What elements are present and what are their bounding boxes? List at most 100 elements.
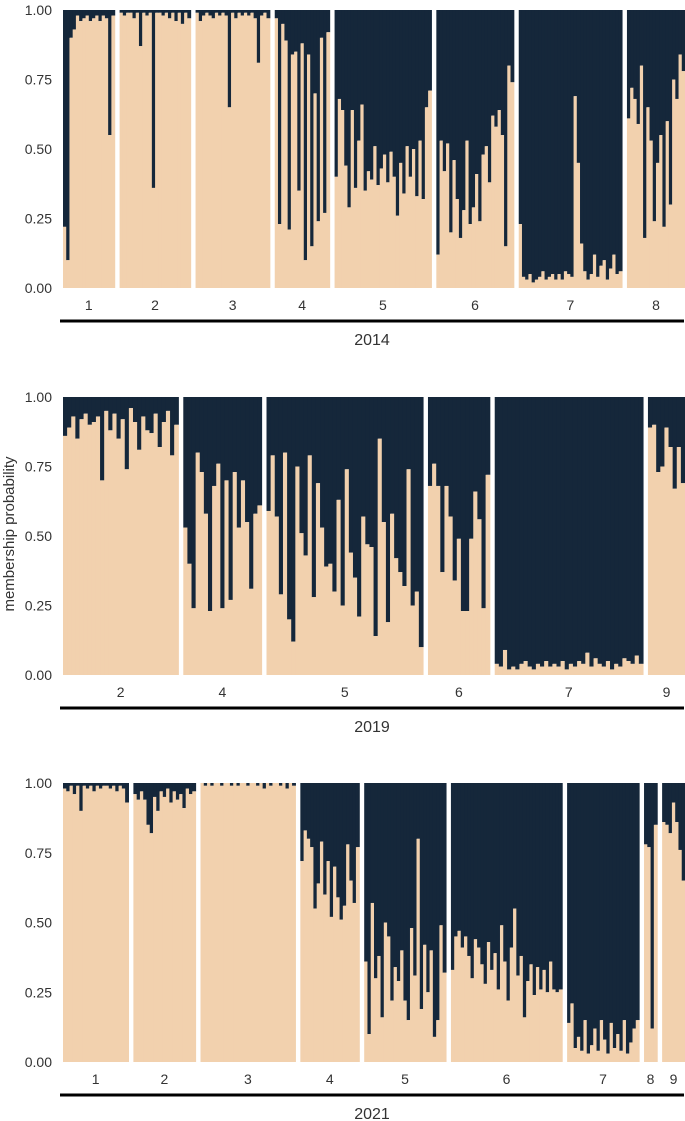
- bar-upper: [630, 10, 634, 88]
- bar-upper: [399, 10, 403, 163]
- bar-upper: [494, 10, 499, 127]
- bar-lower: [490, 969, 495, 1062]
- bar-lower: [633, 98, 638, 289]
- y-tick-label: 0.75: [25, 459, 52, 475]
- y-tick-label: 1.00: [25, 389, 52, 405]
- bar-upper: [278, 397, 284, 595]
- bar-upper: [419, 783, 424, 1009]
- bar-lower: [156, 810, 161, 1062]
- bar-lower: [583, 1020, 588, 1062]
- bar-upper: [297, 10, 302, 191]
- bar-lower: [655, 162, 660, 288]
- bar-upper: [72, 10, 77, 30]
- bar-upper: [487, 10, 492, 183]
- bar-lower: [497, 110, 502, 288]
- y-tick-label: 1.00: [25, 2, 52, 18]
- bar-upper: [229, 783, 234, 786]
- bar-lower: [581, 663, 586, 675]
- bar-lower: [236, 527, 242, 675]
- bar-lower: [550, 274, 555, 288]
- bar-upper: [76, 783, 80, 786]
- bar-lower: [629, 1042, 634, 1062]
- bar-upper: [452, 10, 457, 161]
- bar-lower: [370, 902, 375, 1062]
- bar-lower: [347, 207, 352, 288]
- bar-upper: [236, 783, 241, 786]
- bar-lower: [119, 12, 124, 289]
- bar-upper: [336, 397, 342, 500]
- bar-upper: [609, 783, 614, 1023]
- bar-upper: [139, 783, 144, 792]
- bar-lower: [652, 221, 657, 288]
- bar-lower: [108, 788, 113, 1062]
- bar-upper: [210, 783, 215, 786]
- bar-upper: [481, 397, 487, 609]
- bar-upper: [379, 10, 384, 169]
- group-label: 2: [117, 684, 125, 700]
- bar-lower: [556, 666, 562, 675]
- group-label: 4: [218, 684, 226, 700]
- bar-lower: [414, 591, 420, 675]
- bar-upper: [240, 397, 246, 481]
- bar-lower: [373, 636, 379, 675]
- bar-lower: [570, 1003, 575, 1062]
- bar-upper: [580, 10, 584, 244]
- bar-lower: [573, 1048, 578, 1062]
- bar-upper: [185, 783, 190, 789]
- bar-lower: [102, 785, 107, 1062]
- bar-lower: [389, 151, 394, 288]
- bar-lower: [392, 176, 397, 288]
- bar-lower: [609, 1022, 614, 1062]
- bar-upper: [224, 10, 229, 16]
- bar-lower: [353, 187, 358, 288]
- bar-upper: [85, 783, 90, 789]
- bar-lower: [262, 788, 267, 1062]
- bar-lower: [240, 15, 245, 289]
- bar-upper: [145, 10, 150, 16]
- bar-lower: [101, 15, 106, 289]
- bar-lower: [493, 953, 498, 1062]
- bar-lower: [145, 430, 151, 675]
- bar-upper: [220, 397, 226, 609]
- bar-lower: [85, 15, 90, 289]
- bar-lower: [328, 563, 333, 675]
- bar-upper: [342, 783, 347, 906]
- bar-lower: [257, 505, 263, 675]
- bar-lower: [265, 783, 270, 1062]
- bar-lower: [249, 588, 254, 675]
- bar-upper: [383, 783, 388, 923]
- bar-lower: [464, 936, 468, 1062]
- bar-lower: [112, 785, 116, 1062]
- bar-lower: [291, 641, 296, 675]
- bar-lower: [161, 422, 167, 675]
- bar-lower: [89, 785, 94, 1062]
- bar-upper: [232, 397, 238, 473]
- group-2: [119, 10, 192, 289]
- bar-lower: [672, 79, 676, 288]
- bar-upper: [177, 10, 182, 13]
- bar-lower: [232, 472, 238, 675]
- bar-lower: [203, 785, 208, 1062]
- bar-upper: [387, 783, 391, 937]
- bar-lower: [310, 847, 315, 1062]
- bar-lower: [589, 274, 594, 288]
- bar-upper: [647, 783, 652, 848]
- bar-lower: [216, 463, 221, 675]
- bar-upper: [558, 783, 563, 990]
- bar-upper: [660, 397, 666, 467]
- bar-lower: [316, 221, 321, 288]
- bar-lower: [213, 783, 218, 1062]
- bar-upper: [680, 397, 685, 484]
- bar-upper: [171, 10, 176, 13]
- bar-lower: [104, 18, 109, 289]
- bar-lower: [141, 416, 146, 675]
- bar-upper: [583, 783, 588, 1021]
- bar-upper: [428, 10, 432, 91]
- bar-lower: [442, 972, 447, 1062]
- bar-upper: [647, 397, 653, 428]
- bar-upper: [629, 783, 634, 1043]
- group-label: 8: [647, 1071, 655, 1087]
- bar-lower: [615, 274, 620, 288]
- bar-upper: [63, 397, 68, 436]
- bar-upper: [518, 10, 523, 225]
